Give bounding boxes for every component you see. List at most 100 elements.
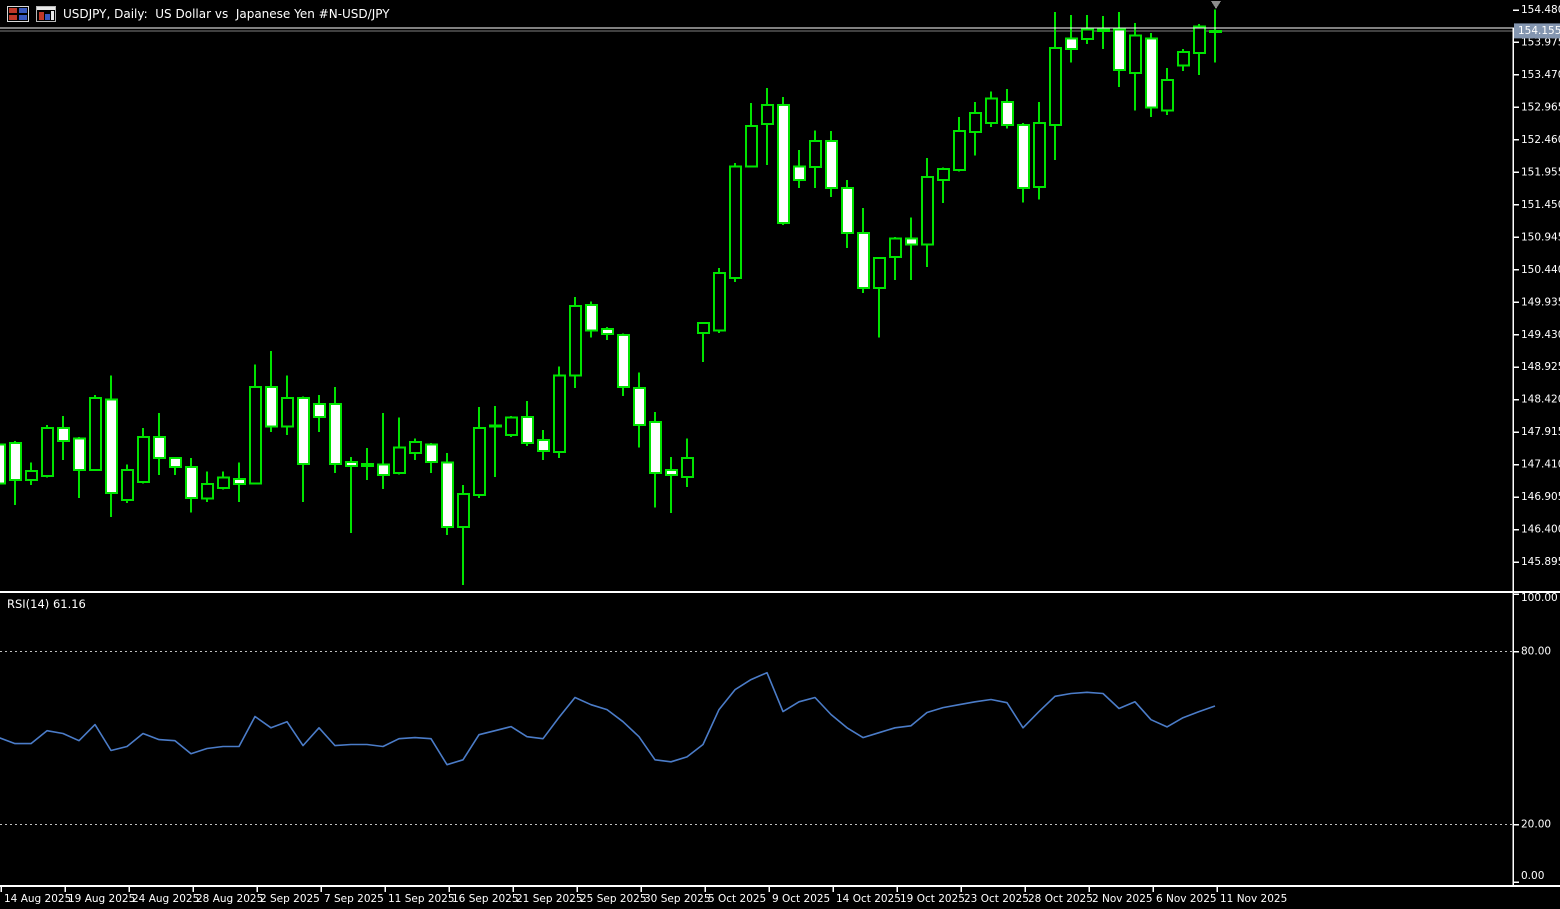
candle-body — [1177, 50, 1190, 67]
candle-body — [377, 463, 390, 476]
date-tick-label: 14 Aug 2025 — [4, 893, 71, 905]
price-tick-label: 152.965 — [1521, 101, 1560, 113]
date-tick-label: 30 Sep 2025 — [644, 893, 711, 905]
candle-body — [761, 104, 774, 125]
candle-body — [57, 427, 70, 442]
candle — [1209, 9, 1222, 63]
candle-body — [297, 396, 310, 466]
candle-body — [521, 416, 534, 444]
candle-body — [633, 387, 646, 426]
candle-body — [137, 436, 150, 484]
candle-body — [1065, 37, 1078, 51]
rsi-indicator — [0, 671, 1216, 766]
symbol-table-icon[interactable] — [7, 6, 29, 22]
candle — [953, 116, 966, 172]
rsi-tick-label: 100.00 — [1521, 592, 1558, 604]
price-tick-label: 145.895 — [1521, 556, 1560, 568]
candle — [169, 456, 182, 475]
candle-body — [281, 396, 294, 428]
candle-body — [249, 385, 262, 485]
candle — [57, 415, 70, 461]
candle — [585, 301, 598, 338]
candle — [409, 438, 422, 461]
candle-body — [1081, 28, 1094, 40]
candle-body — [41, 427, 54, 478]
price-tick-label: 150.440 — [1521, 264, 1560, 276]
date-tick-label: 21 Sep 2025 — [516, 893, 583, 905]
axes — [0, 9, 1560, 892]
candle — [1193, 24, 1206, 75]
candle — [777, 96, 790, 225]
candle — [73, 437, 86, 499]
candle — [713, 267, 726, 333]
candle — [1049, 11, 1062, 160]
candle-body — [537, 439, 550, 453]
candle-body — [329, 403, 342, 466]
candle-body — [1001, 100, 1014, 127]
chart-window-icon[interactable] — [36, 6, 56, 22]
price-tick-label: 149.430 — [1521, 329, 1560, 341]
candle — [825, 130, 838, 198]
candle — [377, 413, 390, 490]
candle — [393, 417, 406, 475]
current-price-tag-value: 154.155 — [1518, 25, 1560, 37]
last-bar-arrow — [1211, 1, 1221, 9]
candle-body — [153, 436, 166, 460]
candle-body — [409, 441, 422, 455]
price-tick-label: 147.410 — [1521, 459, 1560, 471]
candle-body — [345, 461, 358, 467]
candle-body — [809, 140, 822, 168]
price-tick-label: 151.450 — [1521, 199, 1560, 211]
candle — [1161, 67, 1174, 115]
axis-labels: 154.480 153.975 153.470 152.965 152.460 151.9… — [4, 4, 1560, 905]
date-tick-label: 14 Oct 2025 — [836, 893, 901, 905]
candle — [105, 375, 118, 517]
candle-body — [265, 385, 278, 428]
rsi-indicator-label: RSI(14) 61.16 — [7, 597, 86, 611]
candle — [89, 395, 102, 472]
candle — [681, 438, 694, 488]
candle-body — [233, 477, 246, 485]
candle — [185, 458, 198, 513]
candle-body — [1097, 28, 1110, 33]
candle — [457, 485, 470, 585]
candle — [313, 395, 326, 432]
candle-body — [713, 272, 726, 332]
candle-body — [0, 443, 6, 485]
candle — [489, 406, 502, 477]
candle — [617, 333, 630, 396]
candle — [249, 364, 262, 485]
candle-body — [425, 443, 438, 464]
candle-body — [1161, 79, 1174, 112]
date-tick-label: 11 Nov 2025 — [1220, 893, 1287, 905]
candle-body — [825, 140, 838, 190]
price-tick-label: 154.480 — [1521, 4, 1560, 16]
candle-body — [73, 437, 86, 471]
current-price-tag-bg — [1514, 23, 1560, 39]
date-tick-label: 5 Oct 2025 — [708, 893, 766, 905]
price-tick-label: 146.400 — [1521, 524, 1560, 536]
candle — [505, 415, 518, 438]
candle-body — [665, 468, 678, 476]
candle — [937, 167, 950, 203]
candle-body — [793, 165, 806, 181]
candle — [969, 101, 982, 156]
candle — [297, 396, 310, 502]
candle-body — [1209, 29, 1222, 33]
price-tick-label: 152.460 — [1521, 134, 1560, 146]
candle-body — [1113, 28, 1126, 71]
candle-body — [185, 466, 198, 500]
candle — [1081, 15, 1094, 45]
chart-title-bar: USDJPY, Daily: US Dollar vs Japanese Yen… — [0, 0, 1560, 28]
candle — [1001, 89, 1014, 129]
price-tick-label: 146.905 — [1521, 491, 1560, 503]
candle-body — [217, 476, 230, 489]
date-tick-label: 19 Aug 2025 — [68, 893, 135, 905]
candle — [601, 327, 614, 340]
candle — [1017, 123, 1030, 203]
candle — [1129, 22, 1142, 111]
date-tick-label: 25 Sep 2025 — [580, 893, 647, 905]
candle-body — [937, 167, 950, 181]
candle-body — [681, 457, 694, 478]
